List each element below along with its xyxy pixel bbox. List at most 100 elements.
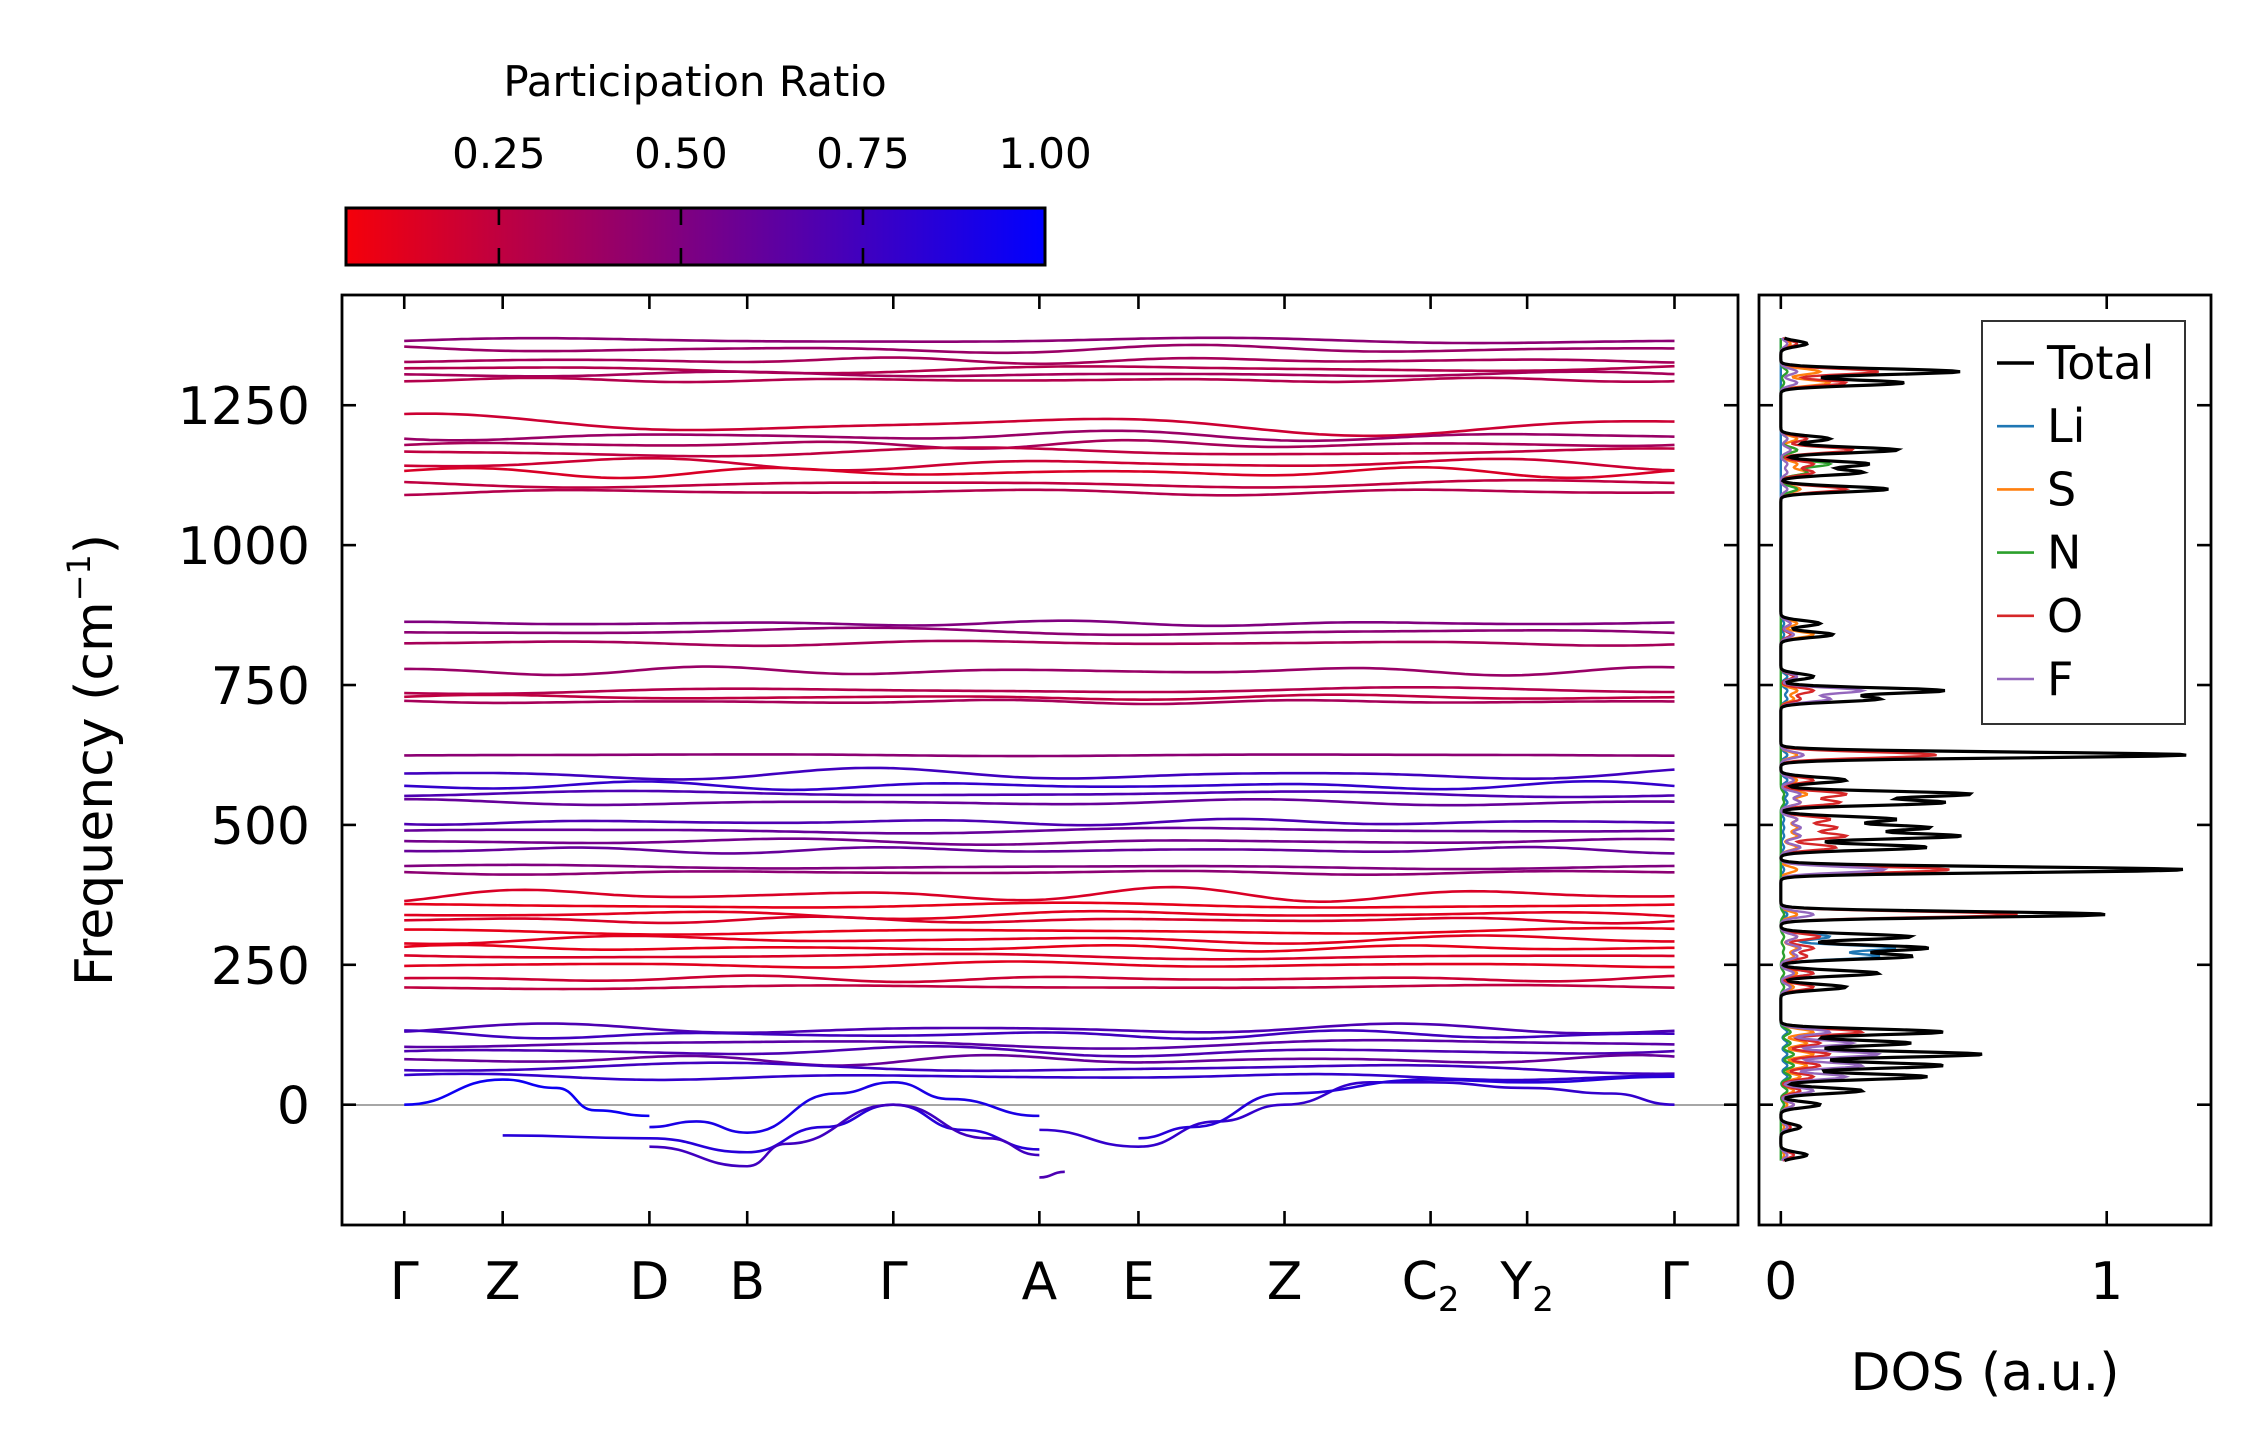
acoustic-branch bbox=[1039, 1081, 1675, 1148]
y-axis-label-sup: −1 bbox=[60, 554, 98, 601]
phonon-band bbox=[404, 438, 1675, 450]
y-tick-label: 1250 bbox=[178, 377, 310, 437]
kpoint-label: Z bbox=[485, 1252, 521, 1312]
phonon-band bbox=[404, 665, 1675, 677]
kpoint-label-text: Z bbox=[485, 1252, 521, 1312]
kpoint-label: C2 bbox=[1402, 1252, 1460, 1320]
dos-x-axis-label: DOS (a.u.) bbox=[1851, 1343, 2120, 1403]
phonon-band bbox=[404, 336, 1675, 345]
phonon-band bbox=[404, 639, 1675, 648]
acoustic-branch bbox=[649, 1103, 1040, 1168]
kpoint-label: E bbox=[1122, 1252, 1155, 1312]
phonon-band bbox=[404, 1045, 1675, 1058]
phonon-band bbox=[404, 926, 1675, 936]
phonon-band bbox=[404, 356, 1675, 366]
phonon-band bbox=[404, 901, 1675, 909]
phonon-band bbox=[404, 826, 1675, 835]
dos-x-tick-label: 1 bbox=[2090, 1252, 2123, 1312]
acoustic-branch bbox=[1039, 1170, 1065, 1179]
kpoint-label-text: Γ bbox=[1660, 1252, 1689, 1312]
kpoint-label: B bbox=[729, 1252, 765, 1312]
phonon-band bbox=[404, 429, 1675, 443]
kpoint-label-text: Γ bbox=[390, 1252, 419, 1312]
y-tick-label: 0 bbox=[277, 1077, 310, 1137]
kpoint-label-text: E bbox=[1122, 1252, 1155, 1312]
colorbar: Participation Ratio 0.25 0.50 0.75 1.00 bbox=[344, 57, 1092, 267]
kpoint-label-text: Z bbox=[1267, 1252, 1303, 1312]
phonon-band bbox=[404, 1072, 1675, 1082]
y-axis-label: Frequency (cm−1) bbox=[60, 534, 125, 986]
kpoint-label-text: A bbox=[1022, 1252, 1058, 1312]
phonon-band bbox=[404, 1022, 1675, 1035]
kpoint-label-text: Γ bbox=[879, 1252, 908, 1312]
phonon-band bbox=[404, 817, 1675, 827]
y-axis-label-text: Frequency (cm bbox=[65, 601, 125, 986]
phonon-band bbox=[404, 686, 1675, 696]
phonon-band bbox=[404, 983, 1675, 991]
legend-label-total: Total bbox=[2046, 336, 2154, 390]
phonon-band bbox=[404, 376, 1675, 384]
y-tick-label: 750 bbox=[211, 657, 310, 717]
kpoint-label: D bbox=[629, 1252, 669, 1312]
legend-label-n: N bbox=[2047, 526, 2081, 580]
legend-label-s: S bbox=[2047, 462, 2076, 516]
kpoint-label: A bbox=[1022, 1252, 1058, 1312]
kpoint-label: Γ bbox=[879, 1252, 908, 1312]
phonon-band bbox=[404, 619, 1675, 628]
phonon-band bbox=[404, 753, 1675, 758]
phonon-band bbox=[404, 478, 1675, 489]
y-tick-label: 1000 bbox=[178, 517, 310, 577]
colorbar-gradient bbox=[344, 206, 1047, 267]
kpoint-label-text: Y bbox=[1499, 1252, 1532, 1312]
y-tick-label: 500 bbox=[211, 797, 310, 857]
phonon-band bbox=[404, 797, 1675, 807]
phonon-band bbox=[404, 488, 1675, 497]
phonon-band bbox=[404, 446, 1675, 458]
phonon-band bbox=[404, 1061, 1675, 1076]
legend-box bbox=[1981, 320, 2186, 725]
phonon-band bbox=[404, 869, 1675, 876]
dos-axes-frame bbox=[1757, 293, 2213, 1227]
phonon-band bbox=[404, 698, 1675, 706]
legend-label-f: F bbox=[2047, 652, 2073, 706]
colorbar-title: Participation Ratio bbox=[503, 57, 886, 106]
kpoint-label: Y2 bbox=[1499, 1252, 1553, 1320]
phonon-band bbox=[404, 952, 1675, 961]
phonon-band bbox=[404, 837, 1675, 846]
kpoint-label-sub: 2 bbox=[1438, 1280, 1460, 1320]
phonon-band bbox=[404, 789, 1675, 799]
acoustic-branch bbox=[404, 1078, 650, 1118]
phonon-band bbox=[404, 412, 1675, 438]
phonon-band bbox=[404, 626, 1675, 637]
phonon-band bbox=[404, 1053, 1675, 1067]
phonon-band bbox=[404, 845, 1675, 855]
phonon-band bbox=[404, 909, 1675, 921]
y-axis-label-end: ) bbox=[65, 534, 125, 554]
kpoint-label: Γ bbox=[390, 1252, 419, 1312]
phonon-band bbox=[404, 693, 1675, 701]
phonon-band bbox=[404, 370, 1675, 378]
phonon-band bbox=[404, 364, 1675, 375]
kpoint-label: Z bbox=[1267, 1252, 1303, 1312]
phonon-band bbox=[404, 343, 1675, 355]
kpoint-label-text: D bbox=[629, 1252, 669, 1312]
acoustic-branch bbox=[1138, 1075, 1675, 1140]
phonon-band bbox=[404, 456, 1675, 472]
phonon-band bbox=[404, 934, 1675, 946]
y-tick-label: 250 bbox=[211, 937, 310, 997]
phonon-band bbox=[404, 1038, 1675, 1050]
kpoint-label-sub: 2 bbox=[1532, 1280, 1554, 1320]
phonon-band bbox=[404, 863, 1675, 871]
colorbar-tick-label: 0.50 bbox=[634, 129, 728, 178]
dos-x-tick-label: 0 bbox=[1764, 1252, 1797, 1312]
kpoint-label-text: B bbox=[729, 1252, 765, 1312]
colorbar-tick-label: 0.25 bbox=[452, 129, 546, 178]
legend-label-o: O bbox=[2047, 589, 2083, 643]
colorbar-tick-label: 1.00 bbox=[998, 129, 1092, 178]
phonon-band bbox=[404, 780, 1675, 792]
kpoint-label-text: C bbox=[1402, 1252, 1438, 1312]
legend-label-li: Li bbox=[2047, 399, 2085, 453]
